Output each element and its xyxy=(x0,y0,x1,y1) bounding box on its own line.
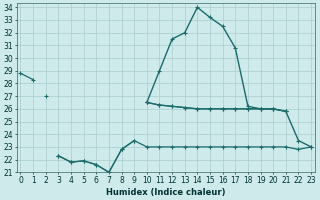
X-axis label: Humidex (Indice chaleur): Humidex (Indice chaleur) xyxy=(106,188,226,197)
